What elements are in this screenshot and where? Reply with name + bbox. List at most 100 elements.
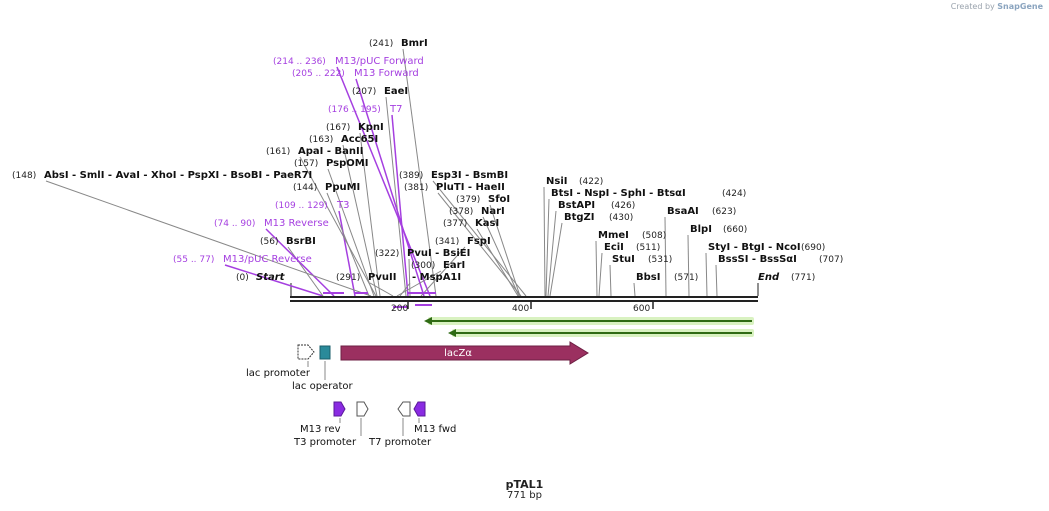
lac-promoter-feature [297,344,315,360]
site-name-kpni: KpnI [358,122,384,133]
lacz-alpha-label: lacZα [444,348,472,359]
leader-btgzi [549,222,563,297]
site-name-blpi: BlpI [690,224,712,235]
site-name-bsrbi: BsrBI [286,236,316,247]
site-position-blpi: (660) [723,225,747,235]
site-position-btsi-nspi-sphi-bts-i: (424) [722,189,746,199]
site-position-nsii: (422) [579,177,603,187]
leader-sfoi [489,204,521,297]
site-position-end: (771) [791,273,815,283]
orf-arrows [424,317,754,337]
leader-t7 [391,114,409,297]
leader-m13-reverse [265,228,335,297]
site-name-t3: T3 [336,200,349,211]
site-name-btsi-nspi-sphi-bts-i: BtsI - NspI - SphI - BtsαI [551,188,686,199]
site-name-kasi: KasI [475,218,499,229]
site-position-stui: (531) [648,255,672,265]
site-name-bstapi: BstAPI [558,200,595,211]
leader-bstapi [547,210,557,297]
site-name-acc65i: Acc65I [341,134,378,145]
restriction-site-labels: (0) Start (55 .. 77) M13/pUC Reverse (56) Bsr… [12,38,843,283]
site-name-m13-puc-forward: M13/pUC Forward [335,56,424,67]
t3-promoter-feature [356,401,369,417]
site-position-mmei: (508) [642,231,666,241]
leader-m13-puc-forward [336,66,431,297]
site-position-acc65i: (163) [309,135,333,145]
site-name-end: End [758,272,780,283]
leader-nari [482,216,520,297]
site-position-bmri: (241) [369,39,393,49]
site-position-bstapi: (426) [611,201,635,211]
site-name-m13-puc-reverse: M13/pUC Reverse [223,254,312,265]
lac-operator-label: lac operator [292,381,353,392]
site-position-t3: (109 .. 129) [275,201,328,211]
m13-fwd-label: M13 fwd [414,424,456,435]
site-position-absi-smli-avai-xhoi-pspxi-bsobi-paer7i: (148) [12,171,36,181]
leader-m13-forward [355,78,425,297]
tick-label-200: 200 [391,304,408,314]
leader-stui [609,264,612,297]
t7-promoter-feature [397,401,411,417]
site-position-bbsi: (571) [674,273,698,283]
leader-bbsi [633,282,636,297]
site-name-fspi: FspI [467,236,491,247]
site-position-m13-puc-forward: (214 .. 236) [273,57,326,67]
site-position-pluti-haeii: (381) [404,183,428,193]
primer-binding-bars [323,292,436,308]
site-position-kpni: (167) [326,123,350,133]
leader-absi-smli-avai-xhoi-pspxi-bsobi-paer7i [45,180,372,297]
site-name-btgzi: BtgZI [564,212,595,223]
site-name-pspomi: PspOMI [326,158,368,169]
site-name-bmri: BmrI [401,38,428,49]
lac-operator-feature [319,345,331,360]
site-name-sfoi: SfoI [488,194,510,205]
site-position-btgzi: (430) [609,213,633,223]
leader-pvui-bsiei [408,258,411,297]
leader-bmri [402,48,437,297]
leader-fspi [420,246,466,297]
site-position-ecii: (511) [636,243,660,253]
site-leader-lines [45,48,759,297]
leader-blpi [687,234,690,297]
leader-esp3i-bsmbi [432,180,527,297]
orf-2-arrowhead [448,329,456,337]
site-name-t7: T7 [389,104,402,115]
leader-mspa1i [399,282,411,297]
site-name-stui: StuI [612,254,635,265]
m13-rev-label: M13 rev [300,424,341,435]
site-position-m13-reverse: (74 .. 90) [214,219,255,229]
site-name-bbsi: BbsI [636,272,660,283]
site-name-apai-banii: ApaI - BanII [298,146,363,157]
leader-acc65i [342,144,378,297]
site-position-eaei: (207) [352,87,376,97]
site-position-styi-btgi-ncoi: (690) [801,243,825,253]
site-name-pluti-haeii: PluTI - HaeII [436,182,505,193]
site-position-bsaai: (623) [712,207,736,217]
sequence-length: 771 bp [507,490,542,501]
site-name-ecii: EciI [604,242,624,253]
t3-promoter-label: T3 promoter [293,437,357,448]
t7-promoter-label: T7 promoter [368,437,432,448]
site-name-eaei: EaeI [384,86,408,97]
leader-kpni [359,132,381,297]
leader-mmei [595,240,598,297]
leader-bsrbi [287,246,324,297]
tick-label-400: 400 [512,304,529,314]
site-name-eari: EarI [443,260,465,271]
snapgene-logo: SnapGene [997,2,1043,11]
site-name-absi-smli-avai-xhoi-pspxi-bsobi-paer7i: AbsI - SmlI - AvaI - XhoI - PspXI - BsoB… [44,170,312,181]
site-position-esp3i-bsmbi: (389) [399,171,423,181]
site-name-pvuii: PvuII [368,272,396,283]
site-name-nsii: NsiI [546,176,567,187]
leader-eari [396,270,442,297]
sequence-name: pTAL1 [505,478,544,491]
site-name-bsaai: BsaAI [667,206,699,217]
leader-ecii [598,252,603,297]
leader-apai-banii [299,156,377,297]
m13-rev-feature [333,401,346,417]
leader-pvuii [369,282,394,297]
watermark-prefix: Created by [950,2,995,11]
lacz-alpha-feature [340,341,589,365]
leader-styi-btgi-ncoi [705,252,708,297]
orf-1-arrowhead [424,317,432,325]
